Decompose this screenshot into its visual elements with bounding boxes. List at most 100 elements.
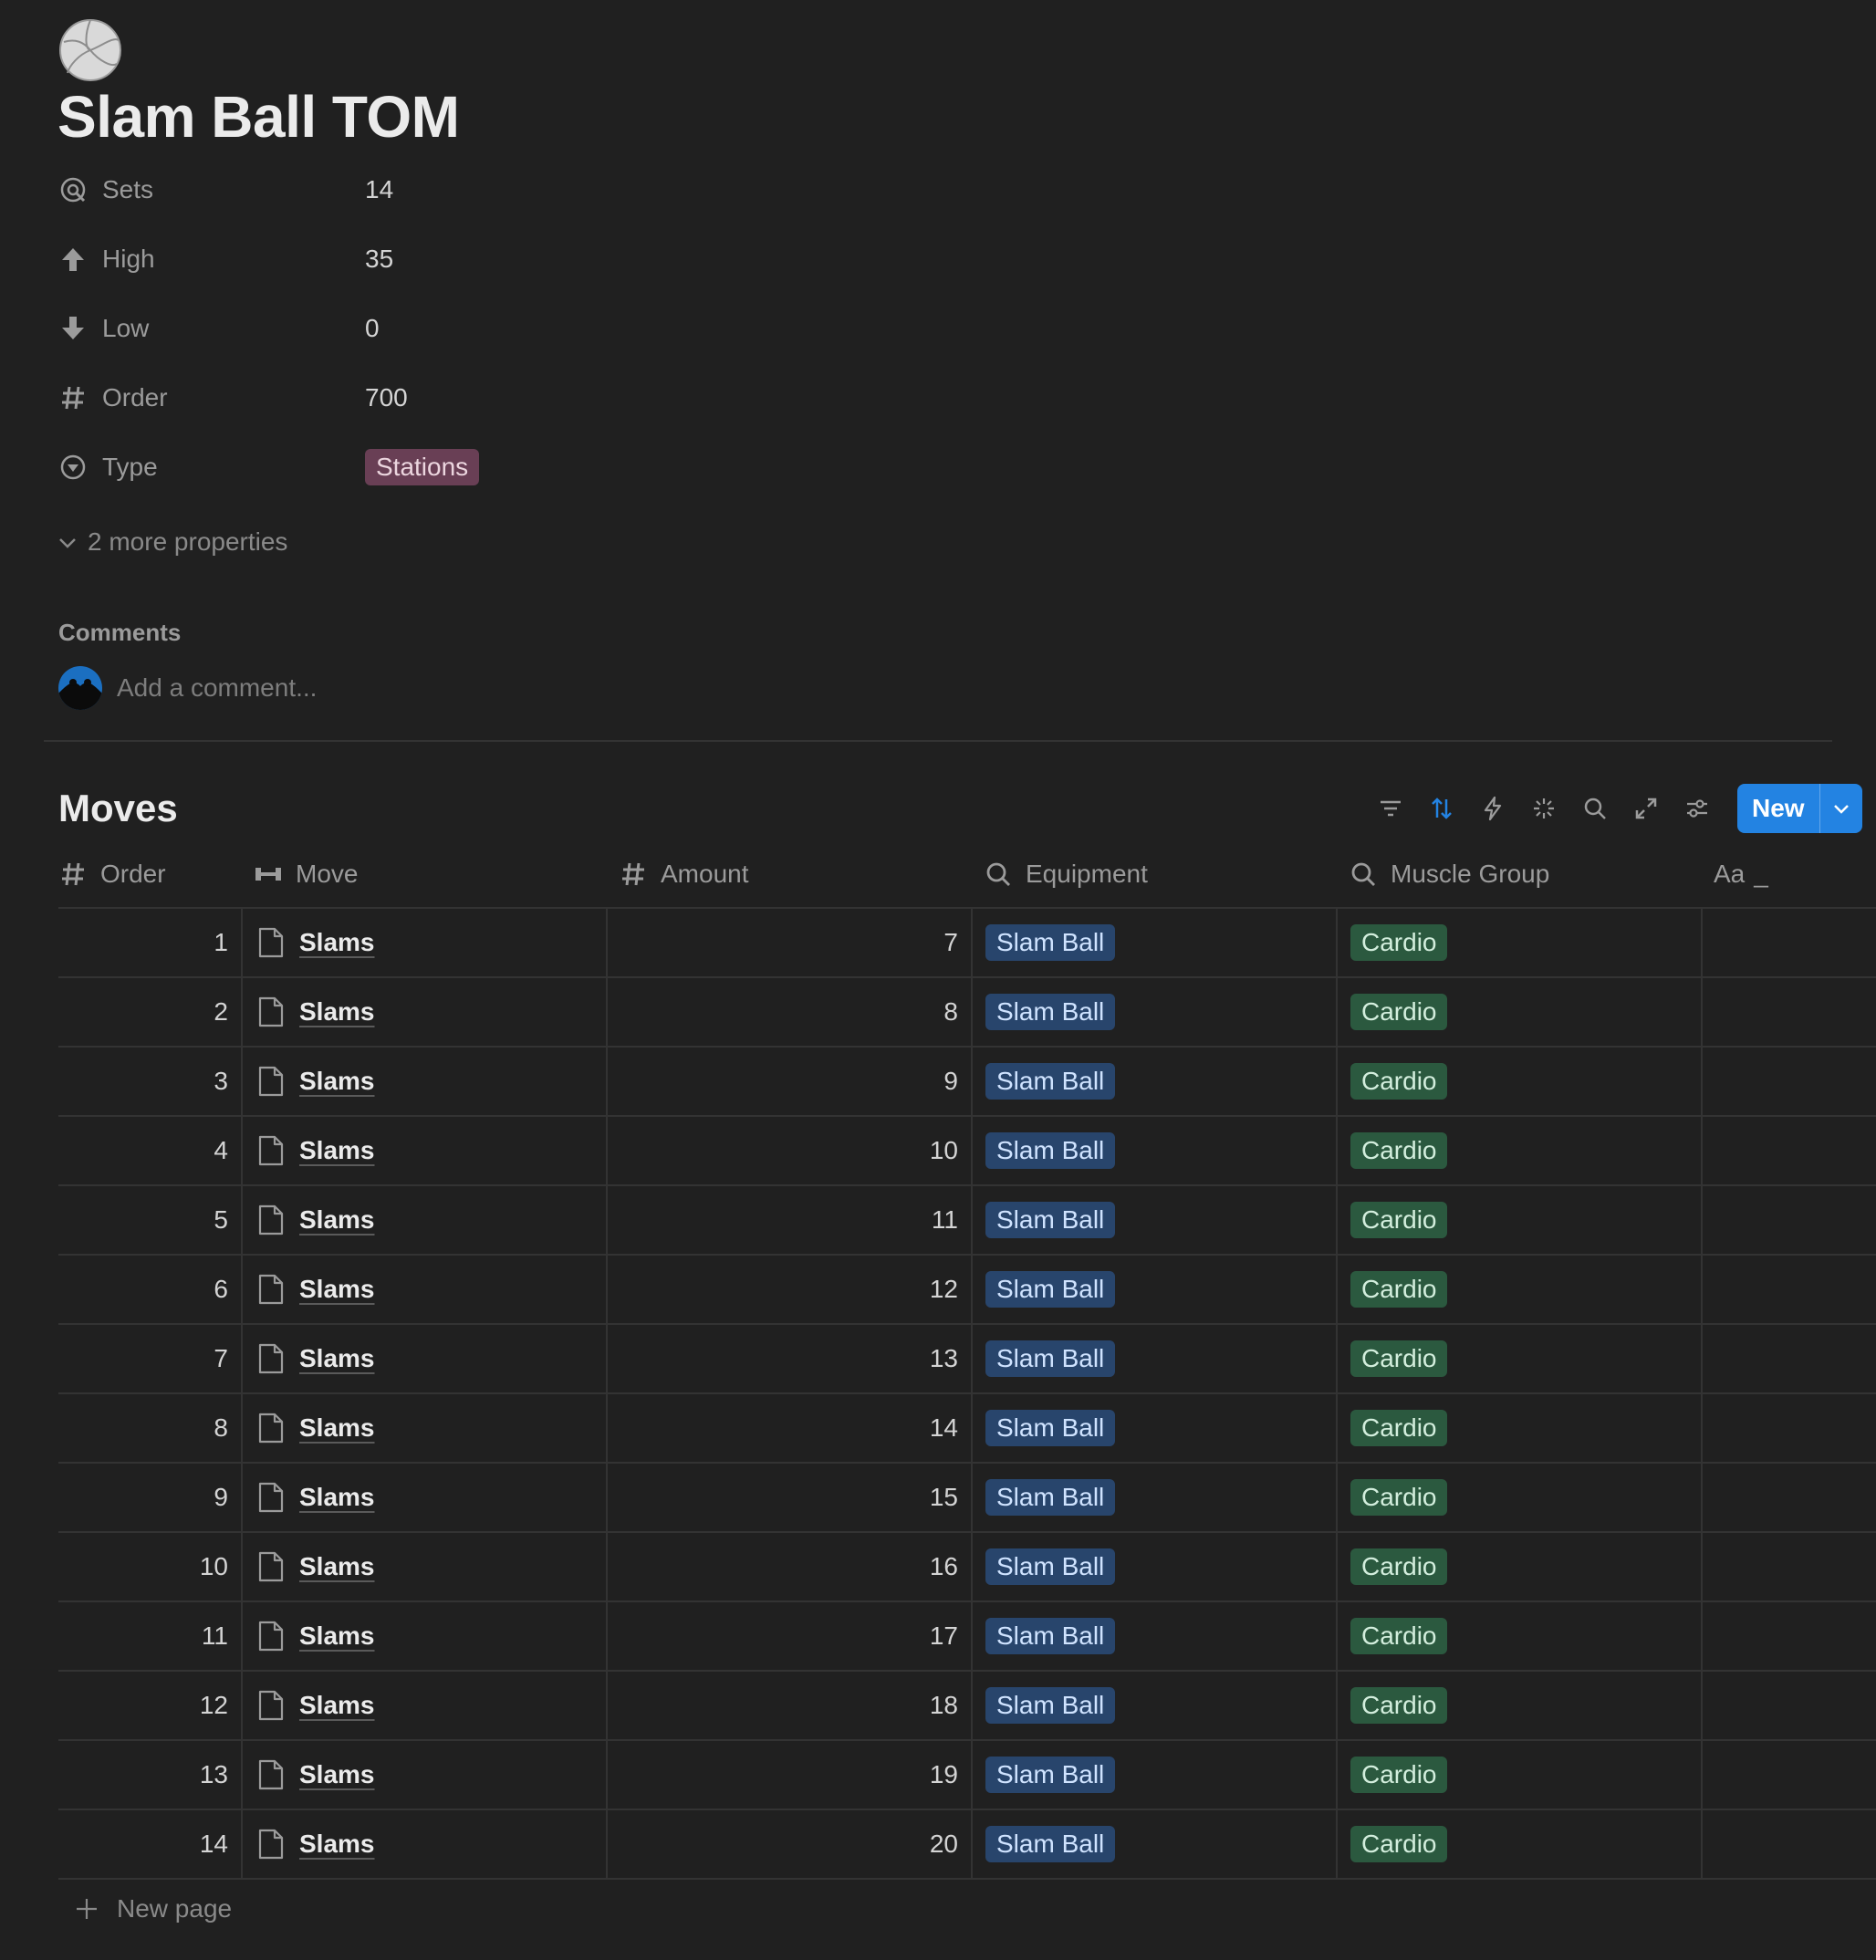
muscle-group-cell[interactable]: Cardio [1350, 1048, 1448, 1115]
property-value[interactable]: 35 [365, 245, 394, 273]
new-page-button[interactable]: New page [75, 1894, 232, 1924]
equipment-tag[interactable]: Slam Ball [985, 1132, 1116, 1169]
move-link[interactable]: Slams [299, 1344, 375, 1372]
move-link[interactable]: Slams [299, 1136, 375, 1164]
column-header-muscle-group[interactable]: Muscle Group [1349, 841, 1549, 907]
table-row[interactable]: 5 Slams 11 Slam Ball Cardio [58, 1186, 1876, 1256]
move-link[interactable]: Slams [299, 1205, 375, 1234]
equipment-cell[interactable]: Slam Ball [985, 1533, 1116, 1600]
amount-cell[interactable]: 19 [606, 1741, 958, 1809]
muscle-group-cell[interactable]: Cardio [1350, 1394, 1448, 1462]
muscle-group-cell[interactable]: Cardio [1350, 978, 1448, 1046]
move-cell[interactable]: Slams [257, 1810, 604, 1878]
muscle-group-tag[interactable]: Cardio [1350, 1410, 1448, 1446]
equipment-cell[interactable]: Slam Ball [985, 1048, 1116, 1115]
ai-icon[interactable] [1518, 783, 1569, 834]
muscle-group-tag[interactable]: Cardio [1350, 1826, 1448, 1862]
equipment-tag[interactable]: Slam Ball [985, 1410, 1116, 1446]
muscle-group-tag[interactable]: Cardio [1350, 1132, 1448, 1169]
volleyball-icon[interactable] [58, 18, 122, 82]
equipment-tag[interactable]: Slam Ball [985, 1202, 1116, 1238]
filter-icon[interactable] [1365, 783, 1416, 834]
move-cell[interactable]: Slams [257, 1672, 604, 1739]
table-row[interactable]: 6 Slams 12 Slam Ball Cardio [58, 1256, 1876, 1325]
order-cell[interactable]: 6 [58, 1256, 228, 1323]
equipment-tag[interactable]: Slam Ball [985, 994, 1116, 1030]
move-link[interactable]: Slams [299, 928, 375, 956]
settings-icon[interactable] [1672, 783, 1723, 834]
move-link[interactable]: Slams [299, 1275, 375, 1303]
order-cell[interactable]: 8 [58, 1394, 228, 1462]
table-row[interactable]: 12 Slams 18 Slam Ball Cardio [58, 1672, 1876, 1741]
move-link[interactable]: Slams [299, 1067, 375, 1095]
amount-cell[interactable]: 16 [606, 1533, 958, 1600]
muscle-group-tag[interactable]: Cardio [1350, 1479, 1448, 1516]
amount-cell[interactable]: 11 [606, 1186, 958, 1254]
muscle-group-cell[interactable]: Cardio [1350, 1256, 1448, 1323]
equipment-tag[interactable]: Slam Ball [985, 1687, 1116, 1724]
equipment-cell[interactable]: Slam Ball [985, 1672, 1116, 1739]
amount-cell[interactable]: 12 [606, 1256, 958, 1323]
muscle-group-cell[interactable]: Cardio [1350, 1672, 1448, 1739]
move-cell[interactable]: Slams [257, 1741, 604, 1809]
amount-cell[interactable]: 18 [606, 1672, 958, 1739]
muscle-group-cell[interactable]: Cardio [1350, 909, 1448, 976]
move-link[interactable]: Slams [299, 1830, 375, 1858]
order-cell[interactable]: 7 [58, 1325, 228, 1392]
property-low[interactable]: Low 0 [58, 299, 880, 369]
equipment-tag[interactable]: Slam Ball [985, 1548, 1116, 1585]
muscle-group-cell[interactable]: Cardio [1350, 1325, 1448, 1392]
muscle-group-cell[interactable]: Cardio [1350, 1464, 1448, 1531]
move-cell[interactable]: Slams [257, 1186, 604, 1254]
muscle-group-tag[interactable]: Cardio [1350, 1618, 1448, 1654]
column-header-text[interactable]: Aa _ [1714, 841, 1768, 907]
database-title[interactable]: Moves [58, 787, 178, 829]
muscle-group-cell[interactable]: Cardio [1350, 1810, 1448, 1878]
column-header-order[interactable]: Order [58, 841, 166, 907]
order-cell[interactable]: 5 [58, 1186, 228, 1254]
muscle-group-cell[interactable]: Cardio [1350, 1117, 1448, 1184]
table-row[interactable]: 4 Slams 10 Slam Ball Cardio [58, 1117, 1876, 1186]
move-cell[interactable]: Slams [257, 1602, 604, 1670]
muscle-group-tag[interactable]: Cardio [1350, 1757, 1448, 1793]
equipment-tag[interactable]: Slam Ball [985, 1618, 1116, 1654]
type-tag[interactable]: Stations [365, 449, 480, 485]
move-link[interactable]: Slams [299, 1552, 375, 1580]
automation-icon[interactable] [1467, 783, 1518, 834]
order-cell[interactable]: 10 [58, 1533, 228, 1600]
amount-cell[interactable]: 17 [606, 1602, 958, 1670]
equipment-cell[interactable]: Slam Ball [985, 1256, 1116, 1323]
order-cell[interactable]: 9 [58, 1464, 228, 1531]
muscle-group-tag[interactable]: Cardio [1350, 1548, 1448, 1585]
muscle-group-cell[interactable]: Cardio [1350, 1602, 1448, 1670]
equipment-cell[interactable]: Slam Ball [985, 1810, 1116, 1878]
move-cell[interactable]: Slams [257, 1394, 604, 1462]
table-row[interactable]: 8 Slams 14 Slam Ball Cardio [58, 1394, 1876, 1464]
comment-input[interactable]: Add a comment... [117, 673, 318, 702]
amount-cell[interactable]: 7 [606, 909, 958, 976]
property-sets[interactable]: Sets 14 [58, 161, 880, 230]
muscle-group-tag[interactable]: Cardio [1350, 1687, 1448, 1724]
table-row[interactable]: 9 Slams 15 Slam Ball Cardio [58, 1464, 1876, 1533]
order-cell[interactable]: 1 [58, 909, 228, 976]
amount-cell[interactable]: 9 [606, 1048, 958, 1115]
table-row[interactable]: 13 Slams 19 Slam Ball Cardio [58, 1741, 1876, 1810]
equipment-cell[interactable]: Slam Ball [985, 1186, 1116, 1254]
order-cell[interactable]: 3 [58, 1048, 228, 1115]
amount-cell[interactable]: 10 [606, 1117, 958, 1184]
table-row[interactable]: 11 Slams 17 Slam Ball Cardio [58, 1602, 1876, 1672]
move-link[interactable]: Slams [299, 997, 375, 1026]
move-cell[interactable]: Slams [257, 1464, 604, 1531]
equipment-tag[interactable]: Slam Ball [985, 1340, 1116, 1377]
equipment-tag[interactable]: Slam Ball [985, 924, 1116, 961]
equipment-tag[interactable]: Slam Ball [985, 1271, 1116, 1308]
move-cell[interactable]: Slams [257, 1325, 604, 1392]
move-cell[interactable]: Slams [257, 978, 604, 1046]
move-link[interactable]: Slams [299, 1413, 375, 1442]
muscle-group-cell[interactable]: Cardio [1350, 1186, 1448, 1254]
property-high[interactable]: High 35 [58, 230, 880, 299]
move-link[interactable]: Slams [299, 1760, 375, 1788]
table-row[interactable]: 14 Slams 20 Slam Ball Cardio [58, 1810, 1876, 1880]
sort-icon[interactable] [1416, 783, 1467, 834]
column-header-move[interactable]: Move [254, 841, 358, 907]
